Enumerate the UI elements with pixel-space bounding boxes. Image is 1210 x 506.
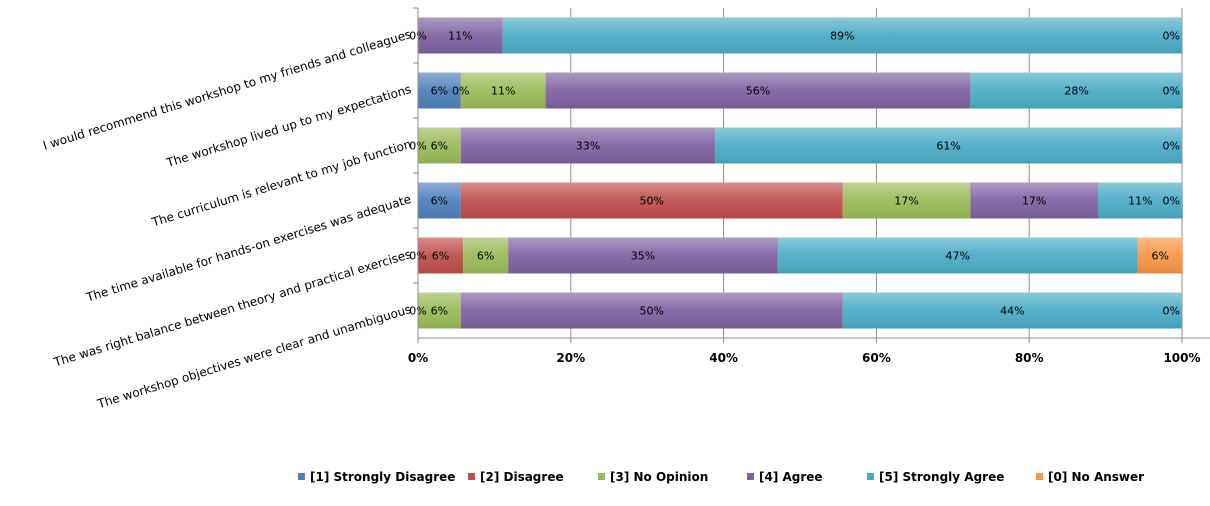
category-label: The was right balance between theory and… bbox=[51, 247, 413, 370]
x-tick-label: 80% bbox=[1015, 351, 1044, 365]
x-tick-label: 20% bbox=[556, 351, 585, 365]
data-label: 35% bbox=[631, 250, 655, 263]
data-label: 11% bbox=[491, 85, 515, 98]
legend-label: [3] No Opinion bbox=[610, 470, 708, 484]
data-label: 0% bbox=[1163, 195, 1180, 208]
x-tick-label: 40% bbox=[709, 351, 738, 365]
gridlines bbox=[571, 8, 1182, 338]
legend-label: [0] No Answer bbox=[1048, 470, 1144, 484]
data-label: 89% bbox=[830, 30, 854, 43]
data-label: 50% bbox=[640, 195, 664, 208]
bars bbox=[418, 18, 1183, 329]
data-label: 0% bbox=[452, 85, 469, 98]
legend-swatch bbox=[598, 473, 605, 480]
legend-swatch bbox=[747, 473, 754, 480]
x-tick-label: 0% bbox=[408, 351, 428, 365]
category-label: I would recommend this workshop to my fr… bbox=[41, 27, 413, 153]
data-label: 6% bbox=[1151, 250, 1168, 263]
category-label: The time available for hands-on exercise… bbox=[84, 192, 413, 305]
category-label: The workshop objectives were clear and u… bbox=[95, 302, 413, 411]
legend-swatch bbox=[298, 473, 305, 480]
data-label: 33% bbox=[576, 140, 600, 153]
data-label: 0% bbox=[1163, 85, 1180, 98]
x-tick-label: 60% bbox=[862, 351, 891, 365]
data-label: 17% bbox=[1022, 195, 1046, 208]
data-label: 6% bbox=[477, 250, 494, 263]
data-label: 6% bbox=[432, 250, 449, 263]
data-label: 47% bbox=[946, 250, 970, 263]
data-label: 17% bbox=[894, 195, 918, 208]
data-label: 0% bbox=[1163, 305, 1180, 318]
data-label: 44% bbox=[1000, 305, 1024, 318]
data-label: 6% bbox=[431, 140, 448, 153]
data-label: 6% bbox=[431, 85, 448, 98]
legend: [1] Strongly Disagree [2] Disagree [3] No … bbox=[298, 470, 1144, 484]
data-label: 0% bbox=[1163, 140, 1180, 153]
category-labels: I would recommend this workshop to my fr… bbox=[41, 27, 413, 411]
data-label: 6% bbox=[431, 305, 448, 318]
legend-label: [5] Strongly Agree bbox=[879, 470, 1004, 484]
data-label: 0% bbox=[1163, 30, 1180, 43]
data-label: 28% bbox=[1064, 85, 1088, 98]
x-tick-label: 100% bbox=[1163, 351, 1200, 365]
data-label: 6% bbox=[431, 195, 448, 208]
legend-label: [2] Disagree bbox=[480, 470, 564, 484]
data-label: 61% bbox=[936, 140, 960, 153]
data-label: 11% bbox=[448, 30, 472, 43]
data-label: 56% bbox=[746, 85, 770, 98]
data-label: 11% bbox=[1128, 195, 1152, 208]
legend-swatch bbox=[867, 473, 874, 480]
legend-swatch bbox=[468, 473, 475, 480]
legend-label: [4] Agree bbox=[759, 470, 823, 484]
legend-label: [1] Strongly Disagree bbox=[310, 470, 455, 484]
data-label: 50% bbox=[640, 305, 664, 318]
x-tick-labels: 0% 20% 40% 60% 80% 100% bbox=[408, 351, 1201, 365]
legend-swatch bbox=[1036, 473, 1043, 480]
